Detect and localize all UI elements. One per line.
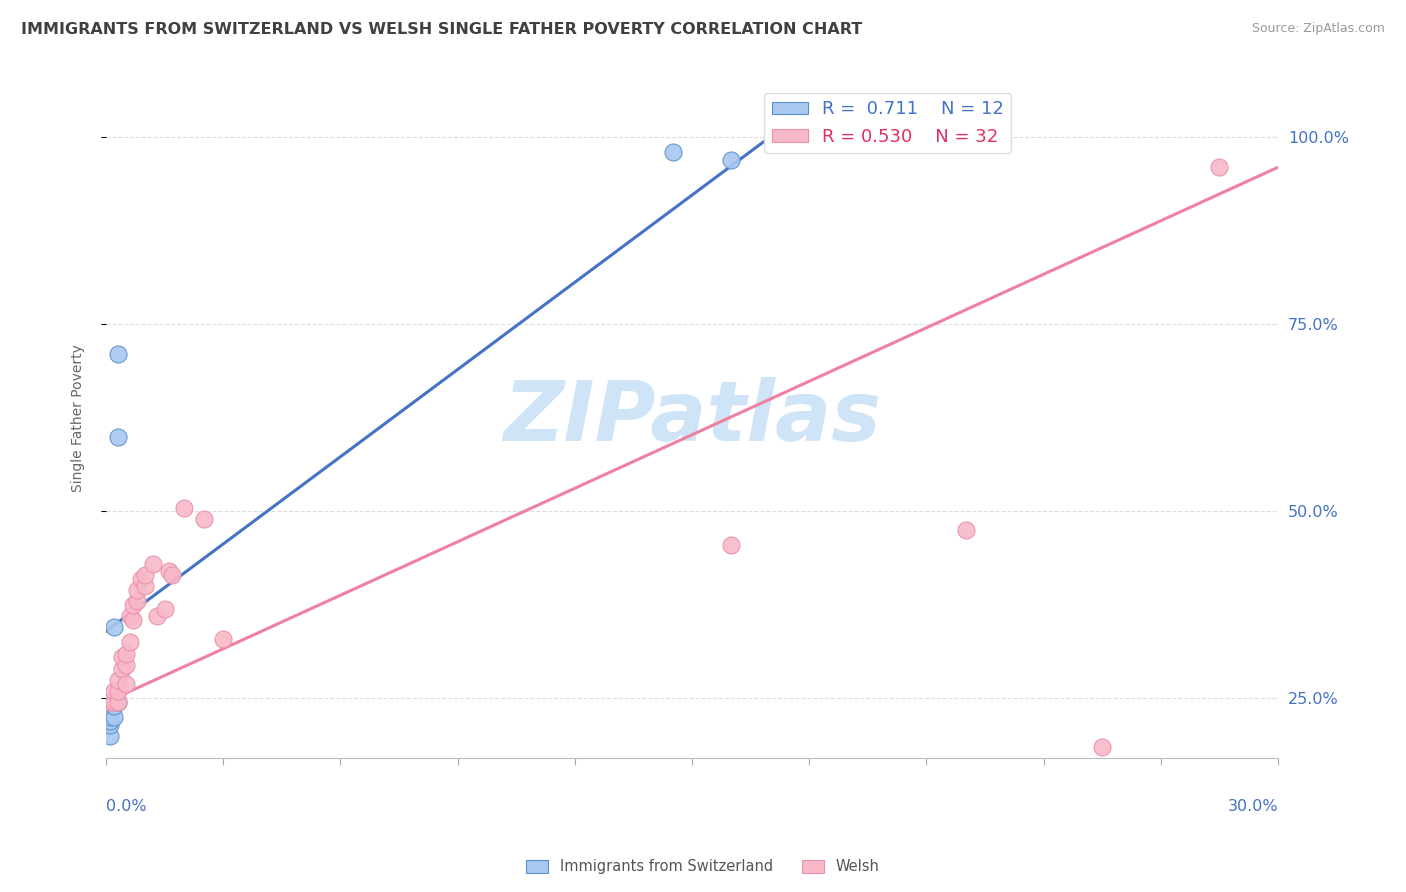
Point (157, 564, 180, 578)
Text: Source: ZipAtlas.com: Source: ZipAtlas.com (1251, 22, 1385, 36)
Point (162, 568, 184, 582)
Legend: Immigrants from Switzerland, Welsh: Immigrants from Switzerland, Welsh (520, 854, 886, 880)
Text: IMMIGRANTS FROM SWITZERLAND VS WELSH SINGLE FATHER POVERTY CORRELATION CHART: IMMIGRANTS FROM SWITZERLAND VS WELSH SIN… (21, 22, 862, 37)
Point (114, 676, 136, 690)
Text: ZIPatlas: ZIPatlas (503, 377, 882, 458)
Point (118, 609, 141, 624)
Text: 0.0%: 0.0% (105, 799, 146, 814)
Point (98, 714, 121, 728)
Point (122, 613, 145, 627)
Point (127, 594, 149, 608)
Point (111, 662, 134, 676)
Point (103, 710, 125, 724)
Point (107, 429, 129, 443)
Point (212, 632, 235, 646)
Point (107, 695, 129, 709)
Point (103, 620, 125, 634)
Point (107, 673, 129, 687)
Y-axis label: Single Father Poverty: Single Father Poverty (72, 344, 86, 491)
Point (98, 729, 121, 743)
Point (107, 347, 129, 361)
Point (153, 601, 176, 615)
Point (107, 684, 129, 698)
Point (1091, 740, 1114, 755)
Text: 30.0%: 30.0% (1227, 799, 1278, 814)
Point (1208, 160, 1230, 174)
Point (114, 647, 136, 661)
Point (173, 500, 195, 515)
Point (134, 568, 156, 582)
Legend: R =  0.711    N = 12, R = 0.530    N = 32: R = 0.711 N = 12, R = 0.530 N = 32 (765, 94, 1011, 153)
Point (122, 598, 145, 612)
Point (118, 635, 141, 649)
Point (134, 579, 156, 593)
Point (720, 153, 742, 167)
Point (98, 710, 121, 724)
Point (98, 717, 121, 731)
Point (720, 538, 742, 552)
Point (142, 557, 165, 571)
Point (114, 657, 136, 672)
Point (193, 512, 215, 526)
Point (661, 145, 683, 160)
Point (103, 695, 125, 709)
Point (107, 695, 129, 709)
Point (955, 523, 977, 537)
Point (98, 695, 121, 709)
Point (129, 572, 152, 586)
Point (111, 650, 134, 665)
Point (127, 582, 149, 597)
Point (103, 684, 125, 698)
Point (146, 609, 169, 624)
Point (103, 698, 125, 713)
